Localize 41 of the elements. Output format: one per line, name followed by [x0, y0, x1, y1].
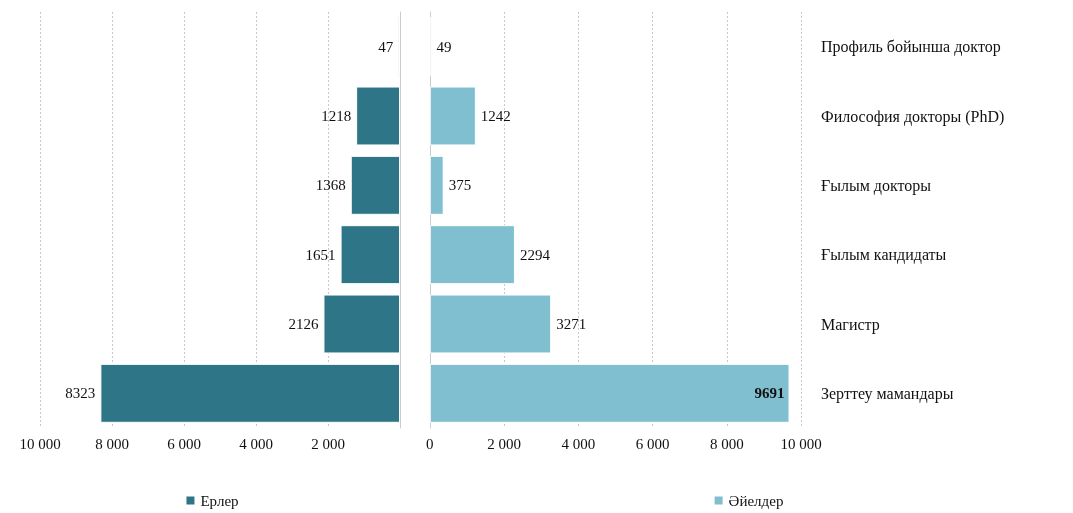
y-tick-label: Зерттеу мамандары: [821, 384, 954, 403]
bar: [429, 294, 552, 354]
x-tick-label: 4 000: [561, 435, 596, 452]
y-tick-label: Философия докторы (PhD): [821, 107, 1005, 126]
x-tick-label: 8 000: [95, 435, 129, 452]
data-label: 1651: [305, 246, 336, 263]
bar: [350, 155, 400, 215]
y-tick-label: Профиль бойынша доктор: [821, 38, 1001, 57]
bar: [429, 363, 790, 423]
data-label: 2294: [519, 246, 551, 263]
data-label: 8323: [65, 385, 96, 402]
data-label: 1242: [480, 108, 511, 124]
bar: [100, 363, 400, 423]
data-label: 1218: [321, 108, 352, 124]
data-label: 2126: [288, 316, 319, 332]
x-tick-label: 2 000: [311, 435, 345, 452]
x-tick-label: 2 000: [487, 435, 521, 452]
bar: [356, 86, 400, 146]
legend-label: Әйелдер: [728, 492, 784, 509]
y-tick-label: Ғылым докторы: [821, 176, 932, 195]
x-tick-label: 6 000: [635, 435, 670, 452]
x-tick-label: 10 000: [19, 435, 61, 452]
data-label: 3271: [556, 316, 587, 332]
bar: [429, 155, 444, 215]
y-tick-label: Магистр: [821, 315, 880, 334]
bar: [429, 86, 476, 146]
x-tick-label: 8 000: [709, 435, 744, 452]
y-tick-label: Ғылым кандидаты: [821, 246, 947, 265]
data-label: 375: [448, 177, 472, 194]
data-label: 9691: [754, 385, 785, 402]
data-label: 1368: [315, 177, 346, 194]
data-label: 49: [436, 38, 452, 55]
x-tick-label: 0: [426, 435, 434, 452]
legend-label: Ерлер: [200, 492, 239, 509]
x-tick-label: 10 000: [780, 435, 822, 452]
x-tick-label: 6 000: [167, 435, 201, 452]
data-label: 47: [378, 38, 394, 55]
x-tick-label: 4 000: [239, 435, 273, 452]
bar: [340, 225, 400, 285]
bar: [323, 294, 400, 354]
bar: [429, 225, 515, 285]
